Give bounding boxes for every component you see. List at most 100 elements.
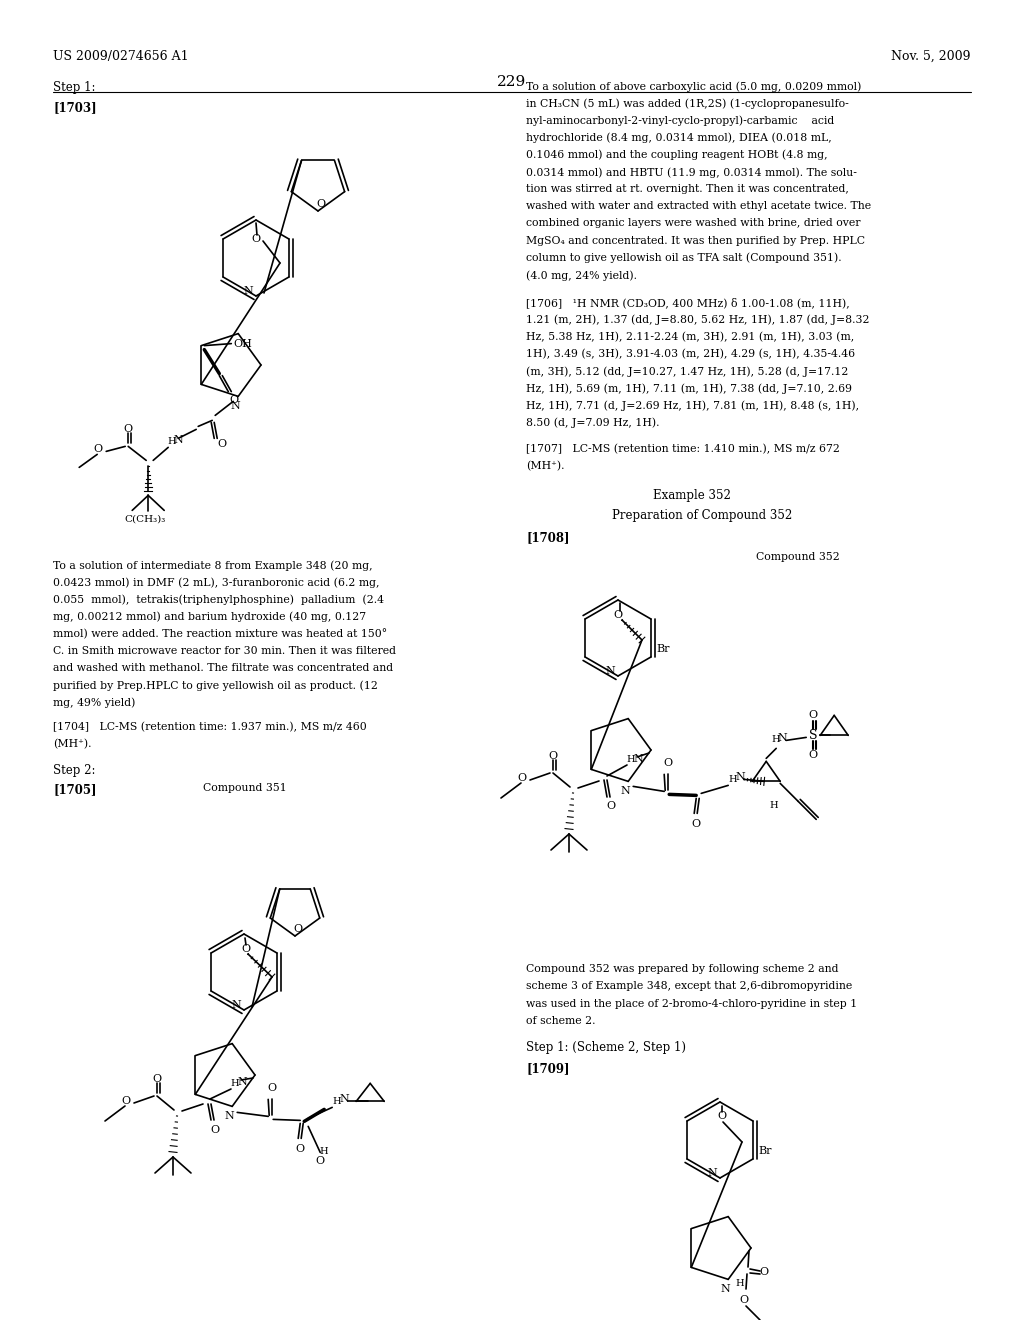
Text: was used in the place of 2-bromo-4-chloro-pyridine in step 1: was used in the place of 2-bromo-4-chlor… (526, 998, 857, 1008)
Text: H: H (230, 1078, 240, 1088)
Text: 0.1046 mmol) and the coupling reagent HOBt (4.8 mg,: 0.1046 mmol) and the coupling reagent HO… (526, 150, 828, 161)
Text: Hz, 1H), 7.71 (d, J=2.69 Hz, 1H), 7.81 (m, 1H), 8.48 (s, 1H),: Hz, 1H), 7.71 (d, J=2.69 Hz, 1H), 7.81 (… (526, 401, 859, 412)
Text: O: O (809, 710, 818, 721)
Text: (MH⁺).: (MH⁺). (526, 462, 565, 471)
Text: N: N (735, 772, 745, 783)
Text: N: N (605, 667, 614, 676)
Text: N: N (708, 1168, 717, 1177)
Text: N: N (777, 734, 787, 743)
Text: O: O (294, 924, 302, 935)
Text: O: O (613, 610, 623, 620)
Text: O: O (760, 1267, 769, 1276)
Text: Compound 352 was prepared by following scheme 2 and: Compound 352 was prepared by following s… (526, 964, 839, 974)
Text: 1.21 (m, 2H), 1.37 (dd, J=8.80, 5.62 Hz, 1H), 1.87 (dd, J=8.32: 1.21 (m, 2H), 1.37 (dd, J=8.80, 5.62 Hz,… (526, 315, 869, 326)
Text: H: H (772, 735, 780, 744)
Text: O: O (739, 1295, 749, 1305)
Text: Step 1: (Scheme 2, Step 1): Step 1: (Scheme 2, Step 1) (526, 1040, 686, 1053)
Text: MgSO₄ and concentrated. It was then purified by Prep. HPLC: MgSO₄ and concentrated. It was then puri… (526, 235, 865, 246)
Text: [1705]: [1705] (53, 784, 96, 796)
Text: H: H (736, 1279, 744, 1288)
Text: O: O (93, 445, 102, 454)
Text: O: O (267, 1084, 276, 1093)
Text: 0.0314 mmol) and HBTU (11.9 mg, 0.0314 mmol). The solu-: 0.0314 mmol) and HBTU (11.9 mg, 0.0314 m… (526, 168, 857, 178)
Text: of scheme 2.: of scheme 2. (526, 1016, 596, 1026)
Text: O: O (124, 425, 133, 434)
Text: [1703]: [1703] (53, 102, 97, 114)
Text: Nov. 5, 2009: Nov. 5, 2009 (891, 50, 971, 63)
Text: Compound 352: Compound 352 (756, 552, 840, 562)
Text: Preparation of Compound 352: Preparation of Compound 352 (612, 508, 793, 521)
Text: O: O (718, 1111, 727, 1121)
Text: O: O (315, 1156, 325, 1167)
Text: C. in Smith microwave reactor for 30 min. Then it was filtered: C. in Smith microwave reactor for 30 min… (53, 647, 396, 656)
Text: Step 1:: Step 1: (53, 82, 96, 94)
Text: nyl-aminocarbonyl-2-vinyl-cyclo-propyl)-carbamic    acid: nyl-aminocarbonyl-2-vinyl-cyclo-propyl)-… (526, 116, 835, 127)
Text: Br: Br (758, 1146, 772, 1156)
Text: [1709]: [1709] (526, 1061, 569, 1074)
Text: 8.50 (d, J=7.09 Hz, 1H).: 8.50 (d, J=7.09 Hz, 1H). (526, 417, 659, 429)
Text: H: H (627, 755, 635, 764)
Text: (MH⁺).: (MH⁺). (53, 739, 92, 748)
Text: 0.055  mmol),  tetrakis(triphenylphosphine)  palladium  (2.4: 0.055 mmol), tetrakis(triphenylphosphine… (53, 594, 384, 606)
Text: O: O (242, 944, 251, 954)
Text: N: N (621, 787, 630, 796)
Text: O: O (517, 774, 526, 783)
Text: [1707]   LC-MS (retention time: 1.410 min.), MS m/z 672: [1707] LC-MS (retention time: 1.410 min.… (526, 444, 841, 454)
Text: To a solution of intermediate 8 from Example 348 (20 mg,: To a solution of intermediate 8 from Exa… (53, 560, 373, 572)
Text: Hz, 1H), 5.69 (m, 1H), 7.11 (m, 1H), 7.38 (dd, J=7.10, 2.69: Hz, 1H), 5.69 (m, 1H), 7.11 (m, 1H), 7.3… (526, 383, 852, 395)
Text: [1708]: [1708] (526, 531, 569, 544)
Text: Br: Br (656, 644, 670, 653)
Text: O: O (229, 395, 239, 405)
Text: Compound 351: Compound 351 (203, 784, 287, 793)
Text: washed with water and extracted with ethyl acetate twice. The: washed with water and extracted with eth… (526, 201, 871, 211)
Text: O: O (296, 1144, 305, 1155)
Text: H: H (168, 437, 176, 446)
Text: mmol) were added. The reaction mixture was heated at 150°: mmol) were added. The reaction mixture w… (53, 630, 387, 640)
Text: in CH₃CN (5 mL) was added (1R,2S) (1-cyclopropanesulfo-: in CH₃CN (5 mL) was added (1R,2S) (1-cyc… (526, 98, 849, 110)
Text: O: O (606, 801, 615, 810)
Text: To a solution of above carboxylic acid (5.0 mg, 0.0209 mmol): To a solution of above carboxylic acid (… (526, 82, 862, 92)
Text: N: N (173, 436, 183, 445)
Text: [1704]   LC-MS (retention time: 1.937 min.), MS m/z 460: [1704] LC-MS (retention time: 1.937 min.… (53, 721, 367, 731)
Text: Hz, 5.38 Hz, 1H), 2.11-2.24 (m, 3H), 2.91 (m, 1H), 3.03 (m,: Hz, 5.38 Hz, 1H), 2.11-2.24 (m, 3H), 2.9… (526, 331, 855, 342)
Text: Step 2:: Step 2: (53, 763, 96, 776)
Text: 0.0423 mmol) in DMF (2 mL), 3-furanboronic acid (6.2 mg,: 0.0423 mmol) in DMF (2 mL), 3-furanboron… (53, 578, 380, 589)
Text: hydrochloride (8.4 mg, 0.0314 mmol), DIEA (0.018 mL,: hydrochloride (8.4 mg, 0.0314 mmol), DIE… (526, 133, 833, 144)
Text: mg, 49% yield): mg, 49% yield) (53, 697, 135, 709)
Text: purified by Prep.HPLC to give yellowish oil as product. (12: purified by Prep.HPLC to give yellowish … (53, 681, 378, 692)
Text: (4.0 mg, 24% yield).: (4.0 mg, 24% yield). (526, 271, 637, 281)
Text: N: N (243, 286, 253, 296)
Text: and washed with methanol. The filtrate was concentrated and: and washed with methanol. The filtrate w… (53, 663, 393, 673)
Text: H: H (770, 801, 778, 810)
Text: O: O (664, 759, 673, 768)
Text: N: N (230, 401, 240, 412)
Text: O: O (211, 1125, 219, 1135)
Text: N: N (224, 1111, 234, 1122)
Text: scheme 3 of Example 348, except that 2,6-dibromopyridine: scheme 3 of Example 348, except that 2,6… (526, 982, 853, 991)
Text: OH: OH (233, 339, 253, 348)
Text: O: O (218, 440, 226, 449)
Text: combined organic layers were washed with brine, dried over: combined organic layers were washed with… (526, 218, 861, 228)
Text: N: N (633, 754, 643, 764)
Text: 1H), 3.49 (s, 3H), 3.91-4.03 (m, 2H), 4.29 (s, 1H), 4.35-4.46: 1H), 3.49 (s, 3H), 3.91-4.03 (m, 2H), 4.… (526, 348, 855, 359)
Text: H: H (333, 1097, 342, 1106)
Text: tion was stirred at rt. overnight. Then it was concentrated,: tion was stirred at rt. overnight. Then … (526, 183, 849, 194)
Text: 229: 229 (498, 75, 526, 90)
Text: Example 352: Example 352 (653, 490, 731, 502)
Text: column to give yellowish oil as TFA salt (Compound 351).: column to give yellowish oil as TFA salt… (526, 253, 842, 264)
Text: O: O (153, 1074, 162, 1084)
Text: US 2009/0274656 A1: US 2009/0274656 A1 (53, 50, 188, 63)
Text: O: O (316, 199, 326, 209)
Text: C(CH₃)₃: C(CH₃)₃ (125, 515, 166, 524)
Text: N: N (339, 1094, 349, 1105)
Text: O: O (122, 1096, 131, 1106)
Text: O: O (691, 820, 700, 829)
Text: O: O (809, 750, 818, 760)
Text: N: N (238, 1077, 247, 1086)
Text: S: S (809, 729, 817, 742)
Text: [1706]   ¹H NMR (CD₃OD, 400 MHz) δ 1.00-1.08 (m, 11H),: [1706] ¹H NMR (CD₃OD, 400 MHz) δ 1.00-1.… (526, 298, 850, 309)
Text: O: O (549, 751, 557, 762)
Text: (m, 3H), 5.12 (dd, J=10.27, 1.47 Hz, 1H), 5.28 (d, J=17.12: (m, 3H), 5.12 (dd, J=10.27, 1.47 Hz, 1H)… (526, 366, 849, 378)
Text: mg, 0.00212 mmol) and barium hydroxide (40 mg, 0.127: mg, 0.00212 mmol) and barium hydroxide (… (53, 612, 367, 623)
Text: N: N (231, 1001, 241, 1010)
